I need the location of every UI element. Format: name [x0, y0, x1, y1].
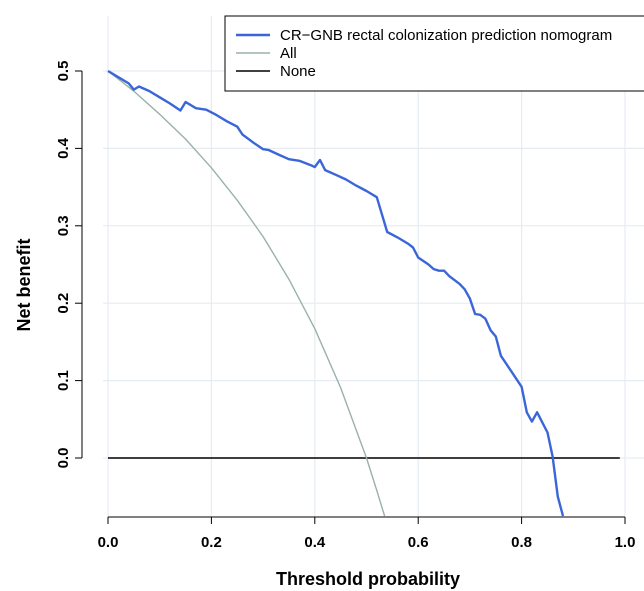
y-axis-title: Net benefit: [14, 238, 34, 331]
y-tick-label: 0.2: [55, 293, 72, 314]
series-line-all: [107, 70, 386, 517]
y-tick-label: 0.0: [55, 448, 72, 469]
x-tick-label: 0.6: [408, 534, 429, 551]
y-tick-label: 0.3: [55, 215, 72, 236]
legend-box: [224, 15, 644, 92]
legend-label: All: [280, 45, 297, 62]
x-axis-title: Threshold probability: [276, 569, 460, 589]
x-tick-label: 1.0: [615, 534, 636, 551]
x-tick-label: 0.2: [201, 534, 222, 551]
legend-label: CR−GNB rectal colonization prediction no…: [280, 27, 612, 44]
series-lines: [107, 69, 620, 517]
legend: CR−GNB rectal colonization prediction no…: [224, 15, 644, 92]
y-tick-label: 0.4: [55, 137, 72, 159]
series-line-cr-gnb: [107, 69, 565, 517]
x-tick-label: 0.4: [304, 534, 326, 551]
x-tick-label: 0.8: [511, 534, 532, 551]
y-tick-label: 0.1: [55, 370, 72, 391]
legend-label: None: [280, 63, 316, 80]
x-tick-label: 0.0: [98, 534, 119, 551]
axes: 0.0 0.2 0.4 0.6 0.8 1.0 0.0 0.1 0.2 0.3 0.4 0.5: [55, 61, 635, 551]
y-tick-label: 0.5: [55, 61, 72, 82]
